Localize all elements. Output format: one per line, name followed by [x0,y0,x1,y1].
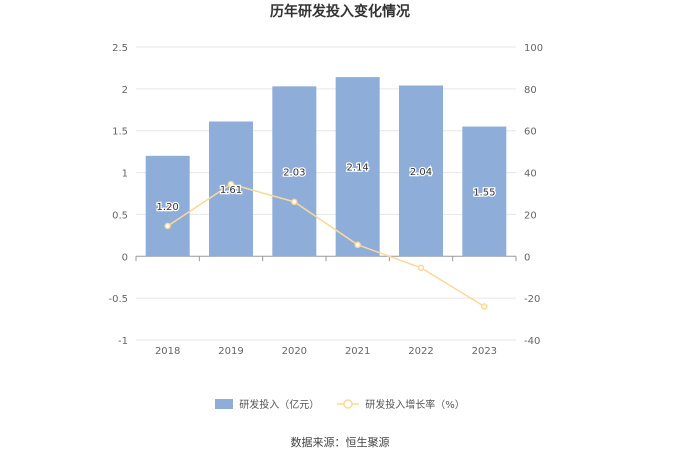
legend-line-label: 研发投入增长率（%） [365,400,465,411]
data-labels: 1.20 1.61 2.03 2.14 2.04 1.55 [155,161,496,214]
x-tick-label: 2022 [408,346,433,357]
y-left-tick-label: 0 [122,252,128,263]
source-note: 数据来源：恒生聚源 [290,436,390,449]
bar-series [145,77,507,257]
y-right-tick-label: 20 [524,210,537,221]
bar-2023 [462,126,507,257]
bar-2021 [335,77,380,257]
y-left-tick-label: 1 [122,169,128,180]
bar-value-label: 1.61 [220,185,242,196]
bar-2022 [399,85,443,257]
bar-value-label: 1.55 [473,187,495,198]
growth-line [167,183,485,308]
y-right-tick-label: 80 [524,85,537,96]
chart-title: 历年研发投入变化情况 [270,4,410,20]
growth-point-2021 [354,241,361,249]
legend-bar-label: 研发投入（亿元） [239,400,320,411]
y-right-tick-label: 0 [524,252,530,263]
y-right-tick-label: 40 [524,169,537,180]
growth-point-2020 [291,198,298,206]
x-tick-label: 2023 [472,346,497,357]
y-left-tick-label: -1 [118,336,128,347]
y-right-tick-label: 60 [524,127,537,138]
bar-value-label: 1.20 [157,202,179,213]
bar-2020 [272,86,317,257]
legend-item-line[interactable]: 研发投入增长率（%） [337,396,465,411]
gridlines [136,46,516,341]
axes: 2.5 2 1.5 1 0.5 0 -0.5 -1 100 80 60 40 20 0 -20 -40 2018… [108,43,543,357]
growth-point-2019 [227,180,235,188]
y-right-tick-label: 100 [524,43,543,54]
line-series [164,180,488,310]
legend-item-bar[interactable]: 研发投入（亿元） [215,396,319,411]
growth-point-2023 [481,303,488,310]
x-tick-label: 2021 [345,346,370,357]
y-left-tick-label: 2 [122,85,128,96]
y-left-tick-label: -0.5 [108,294,128,305]
x-tick-label: 2018 [155,346,180,357]
y-left-tick-label: 2.5 [112,43,128,54]
x-tick-label: 2019 [218,346,243,357]
growth-point-2022 [417,264,425,272]
y-right-tick-label: -20 [524,294,540,305]
growth-point-2018 [164,222,171,230]
y-right-tick-label: -40 [524,336,540,347]
legend-bar-swatch [215,398,234,409]
legend-line-swatch [337,398,360,409]
bar-value-label: 2.14 [347,163,369,174]
y-left-tick-label: 0.5 [112,210,128,221]
bar-2018 [145,155,190,257]
x-tick-label: 2020 [282,346,307,357]
y-left-tick-label: 1.5 [112,127,128,138]
bar-value-label: 2.03 [283,167,305,178]
legend: 研发投入（亿元） 研发投入增长率（%） [0,396,680,411]
bar-value-label: 2.04 [410,167,432,178]
